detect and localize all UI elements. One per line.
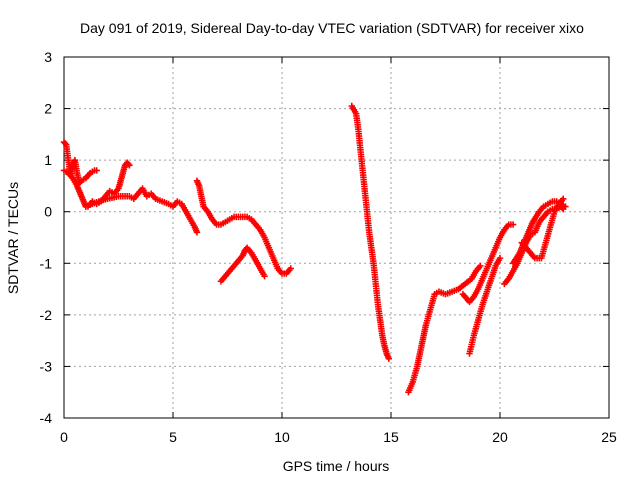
series-track-h	[459, 221, 517, 306]
x-tick-label: 15	[383, 429, 399, 445]
data-point	[509, 221, 517, 228]
data-point	[125, 160, 132, 168]
series-track-c	[82, 185, 201, 236]
data-point	[126, 162, 133, 169]
series-track-j	[501, 203, 567, 288]
data-point	[287, 265, 294, 272]
data-point	[560, 195, 567, 203]
series-track-g	[405, 262, 484, 396]
gridlines	[64, 57, 609, 418]
series-track-d	[193, 177, 294, 277]
chart-title: Day 091 of 2019, Sidereal Day-to-day VTE…	[80, 20, 584, 36]
data-point	[93, 167, 100, 174]
data-marks	[60, 102, 569, 396]
data-point	[562, 203, 569, 210]
y-tick-label: 2	[44, 101, 52, 117]
series-track-i	[466, 254, 504, 357]
x-tick-label: 20	[492, 429, 508, 445]
series-track-e	[217, 244, 268, 285]
series-track-a	[60, 138, 100, 187]
series-track-l	[509, 198, 569, 267]
data-point	[261, 272, 268, 280]
x-tick-label: 0	[60, 429, 68, 445]
y-tick-label: -2	[40, 307, 53, 323]
y-tick-label: -1	[40, 255, 53, 271]
x-tick-label: 25	[601, 429, 617, 445]
data-point	[77, 178, 84, 186]
y-tick-label: 1	[44, 152, 52, 168]
x-tick-label: 5	[169, 429, 177, 445]
data-point	[496, 254, 504, 262]
data-point	[193, 229, 201, 236]
data-point	[385, 355, 393, 362]
axis-ticks: 0 5 10 15 20 25 -4 -3 -2 -1 0 1 2 3	[40, 49, 617, 445]
y-tick-label: -4	[40, 410, 53, 426]
y-tick-label: 0	[44, 204, 52, 220]
plot-frame	[63, 56, 610, 419]
data-point	[477, 262, 484, 270]
x-axis-label: GPS time / hours	[283, 458, 390, 474]
data-point	[61, 140, 69, 147]
y-tick-label: 3	[44, 49, 52, 65]
y-tick-label: -3	[40, 358, 53, 374]
series-track-f	[348, 102, 393, 362]
y-axis-label: SDTVAR / TECUs	[5, 182, 21, 294]
x-tick-label: 10	[274, 429, 290, 445]
